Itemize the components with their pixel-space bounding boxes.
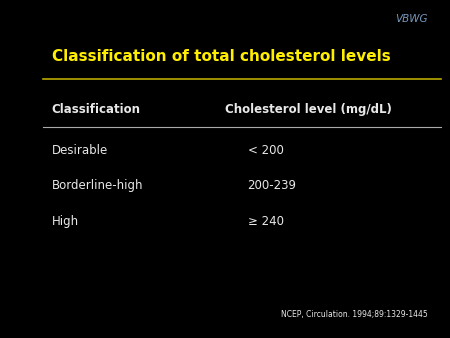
Text: < 200: < 200 [248,144,284,156]
Text: 200-239: 200-239 [248,179,297,192]
Text: Classification: Classification [52,103,141,116]
Text: VBWG: VBWG [395,14,428,24]
Text: Cholesterol level (mg/dL): Cholesterol level (mg/dL) [225,103,392,116]
Text: ≥ 240: ≥ 240 [248,215,284,227]
Text: Borderline-high: Borderline-high [52,179,143,192]
Text: Classification of total cholesterol levels: Classification of total cholesterol leve… [52,49,391,64]
Text: High: High [52,215,79,227]
Text: Desirable: Desirable [52,144,108,156]
Text: NCEP, Circulation. 1994;89:1329-1445: NCEP, Circulation. 1994;89:1329-1445 [281,310,428,319]
